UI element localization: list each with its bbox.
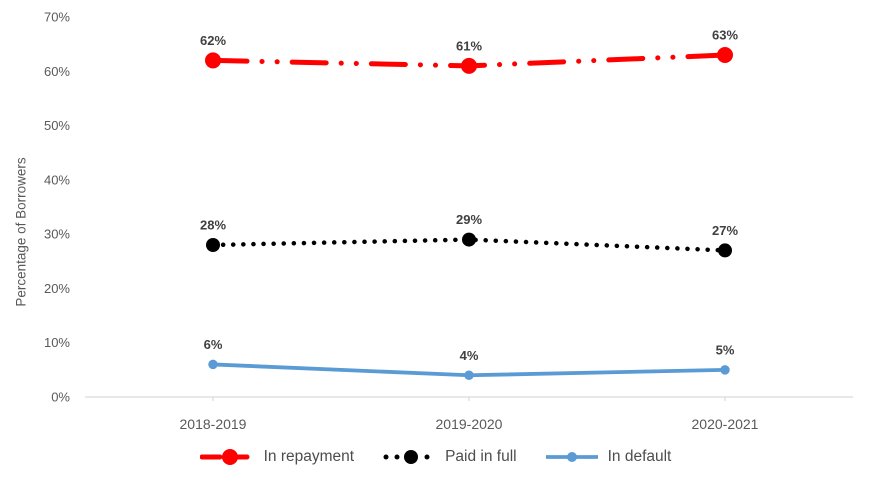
data-label-in-repayment: 63% [712,28,738,43]
legend-dot [566,452,577,462]
x-tick-label: 2020-2021 [692,416,759,432]
data-point-in-default [208,359,218,370]
x-tick-label: 2019-2020 [436,416,503,432]
data-label-in-default: 4% [460,348,479,363]
data-point-in-repayment [717,47,733,63]
legend-item-in-repayment: In repayment [199,448,355,466]
y-tick-label: 30% [44,227,70,242]
legend-marker-in-default [545,452,598,462]
y-tick-label: 0% [51,390,70,405]
data-point-in-default [464,370,474,381]
y-tick-label: 10% [44,335,70,350]
data-point-paid-in-full [718,243,732,258]
data-label-in-default: 5% [716,342,735,357]
data-label-in-repayment: 62% [200,33,226,48]
legend-marker-in-repayment [199,449,256,465]
y-tick-label: 40% [44,172,70,187]
legend-dot [394,454,400,460]
legend-dot [404,450,419,464]
data-point-in-repayment [205,52,221,69]
legend-dot [221,449,238,465]
data-label-in-default: 6% [204,337,223,352]
y-tick-label: 60% [44,64,70,79]
legend-label: In repayment [263,448,355,465]
data-point-paid-in-full [462,232,476,247]
legend-item-paid-in-full: Paid in full [381,448,517,466]
legend-label: In default [607,448,672,465]
data-label-in-repayment: 61% [456,38,482,53]
legend-dot [383,454,389,460]
data-point-paid-in-full [206,238,220,252]
legend-item-in-default: In default [544,448,672,466]
y-tick-label: 70% [44,10,70,25]
y-tick-label: 50% [44,118,70,133]
data-label-paid-in-full: 29% [456,212,482,227]
chart-legend: In repayment Paid in full In default [0,448,871,466]
legend-label: Paid in full [445,448,517,465]
legend-marker-paid-in-full [383,450,430,464]
data-label-paid-in-full: 28% [200,218,226,233]
legend-dot [424,454,430,460]
data-label-paid-in-full: 27% [712,223,738,238]
y-tick-label: 20% [44,281,70,296]
data-point-in-default [720,365,730,375]
y-axis-title: Percentage of Borrowers [14,157,29,307]
x-tick-label: 2018-2019 [180,416,247,432]
data-point-in-repayment [461,57,477,74]
